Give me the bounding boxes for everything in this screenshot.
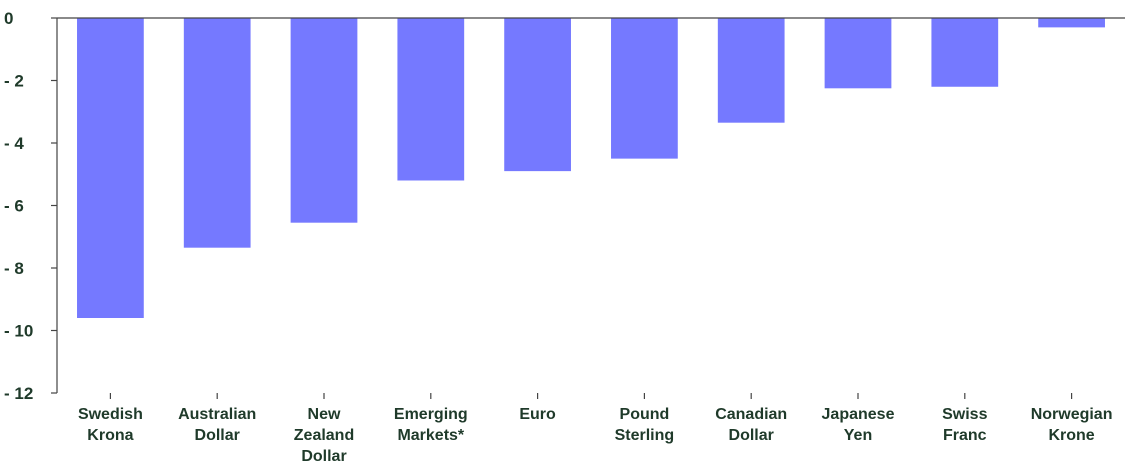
x-category-label: Pound Sterling: [615, 406, 675, 444]
x-category-label-line: Dollar: [195, 427, 240, 444]
x-category-label-line: Franc: [943, 427, 987, 444]
x-category-label-line: Markets*: [397, 427, 464, 444]
y-tick-label: - 4: [4, 134, 24, 153]
y-tick-label: 0: [4, 9, 13, 28]
x-category-label: Euro: [519, 406, 556, 423]
x-category-label-line: Euro: [519, 406, 556, 423]
x-category-label-line: Emerging: [394, 406, 468, 423]
x-category-label: Japanese Yen: [822, 406, 895, 444]
x-category-label-line: Canadian: [715, 406, 787, 423]
x-category-label-line: Dollar: [729, 427, 774, 444]
bar-swedish-krona: [77, 18, 144, 318]
bar-norwegian-krone: [1038, 18, 1105, 28]
x-category-label: Canadian Dollar: [715, 406, 787, 444]
y-tick-label: - 8: [4, 259, 24, 278]
bar-pound-sterling: [611, 18, 678, 159]
x-category-label-line: Yen: [844, 427, 872, 444]
y-tick-label: - 10: [4, 322, 33, 341]
y-tick-label: - 6: [4, 197, 24, 216]
x-category-label-line: New: [308, 406, 341, 423]
bar-australian-dollar: [183, 18, 251, 248]
y-tick-label: - 2: [4, 72, 24, 91]
x-category-label: Swedish Krona: [78, 406, 143, 444]
x-category-label-line: Japanese: [822, 406, 895, 423]
x-category-label-line: Norwegian: [1031, 406, 1113, 423]
x-category-label: New Zealand Dollar: [294, 406, 354, 464]
x-category-label-line: Sterling: [615, 427, 675, 444]
x-category-label-line: Australian: [178, 406, 256, 423]
x-category-label-line: Pound: [620, 406, 670, 423]
x-category-label-line: Swedish: [78, 406, 143, 423]
bar-canadian-dollar: [717, 18, 785, 123]
x-category-label: Emerging Markets*: [394, 406, 468, 444]
y-tick-label: - 12: [4, 384, 33, 403]
x-category-label-line: Zealand: [294, 427, 354, 444]
x-category-label-line: Dollar: [301, 448, 346, 464]
x-category-label-line: Krone: [1048, 427, 1094, 444]
bar-new-zealand-dollar: [290, 18, 358, 223]
bar-emerging-markets: [397, 18, 465, 181]
x-category-label: Norwegian Krone: [1031, 406, 1113, 444]
x-category-label-line: Krona: [87, 427, 133, 444]
y-axis-ticks: 0 - 2 - 4 - 6 - 8 - 10 - 12: [4, 9, 57, 403]
bars-group: [77, 18, 1105, 318]
bar-swiss-franc: [931, 18, 999, 87]
bar-euro: [504, 18, 571, 172]
x-category-label: Swiss Franc: [942, 406, 987, 444]
bar-japanese-yen: [824, 18, 892, 89]
x-axis-ticks: Swedish Krona Australian Dollar New Zealand Do…: [78, 393, 1113, 464]
x-category-label: Australian Dollar: [178, 406, 256, 444]
x-category-label-line: Swiss: [942, 406, 987, 423]
